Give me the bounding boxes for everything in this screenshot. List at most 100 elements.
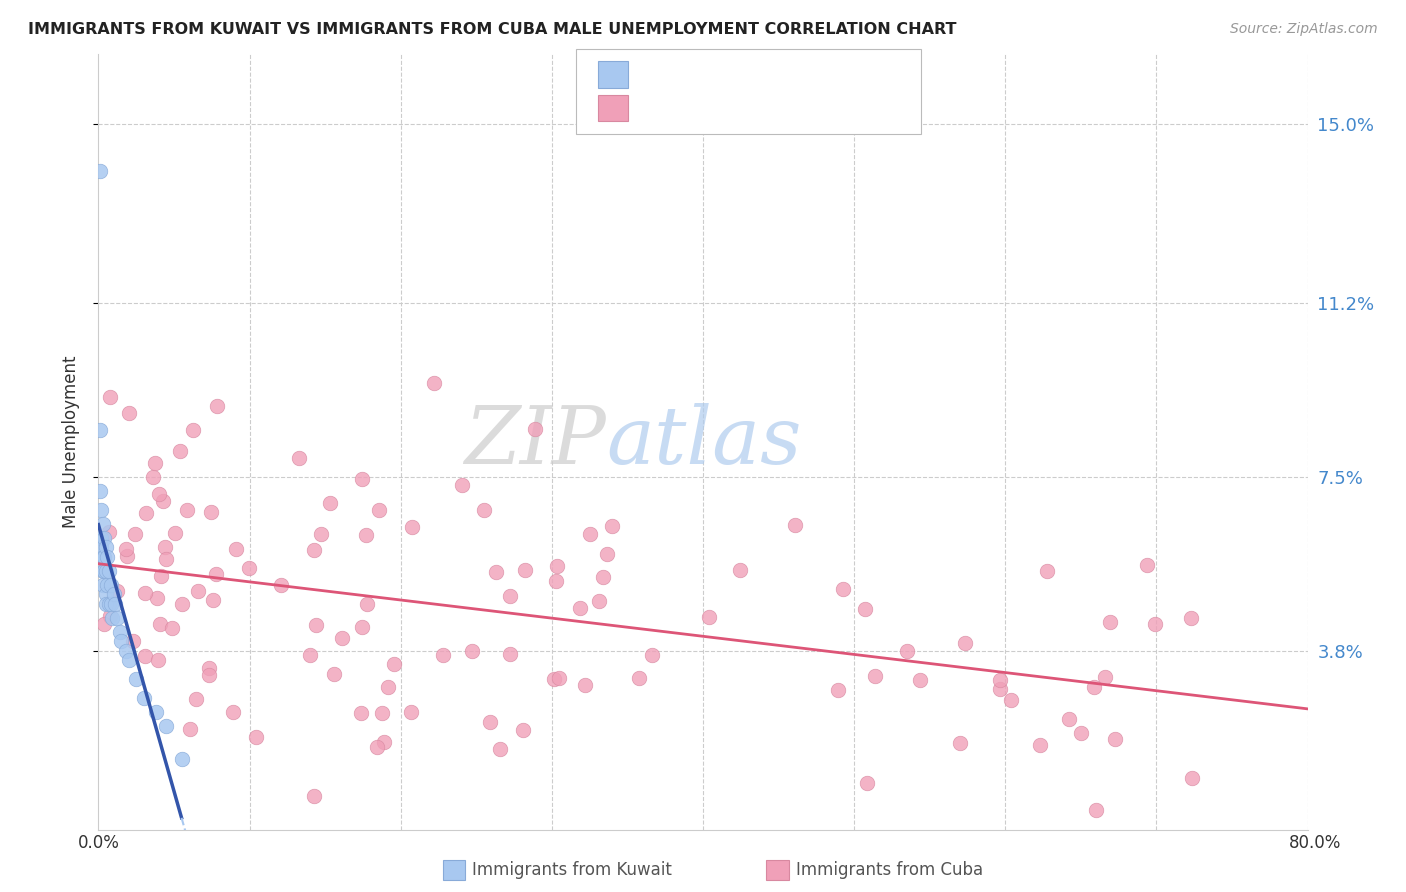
Point <box>373 735 395 749</box>
Point <box>163 526 186 541</box>
Point <box>94 587 117 601</box>
Point <box>135 506 157 520</box>
Point <box>205 399 228 413</box>
Point <box>134 648 156 663</box>
Point <box>512 723 534 737</box>
Text: Source: ZipAtlas.com: Source: ZipAtlas.com <box>1230 22 1378 37</box>
Point <box>143 456 166 470</box>
Point <box>105 584 128 599</box>
Point <box>202 593 225 607</box>
Point <box>600 518 623 533</box>
Point <box>118 653 141 667</box>
Point <box>98 597 121 611</box>
Point <box>145 591 167 605</box>
Point <box>865 669 887 683</box>
Point <box>988 681 1011 696</box>
Point <box>478 714 501 729</box>
Point <box>302 543 325 558</box>
Point <box>309 527 332 541</box>
Point <box>377 680 399 694</box>
Point <box>149 616 172 631</box>
Point <box>401 520 423 534</box>
Point <box>89 164 111 178</box>
Text: Immigrants from Cuba: Immigrants from Cuba <box>796 861 983 879</box>
Point <box>399 706 422 720</box>
Point <box>499 647 522 661</box>
Point <box>831 582 853 596</box>
Text: IMMIGRANTS FROM KUWAIT VS IMMIGRANTS FROM CUBA MALE UNEMPLOYMENT CORRELATION CHA: IMMIGRANTS FROM KUWAIT VS IMMIGRANTS FRO… <box>28 22 956 37</box>
Point <box>132 690 155 705</box>
Y-axis label: Male Unemployment: Male Unemployment <box>62 355 80 528</box>
Point <box>100 597 122 611</box>
Point <box>100 390 122 404</box>
Point <box>472 503 495 517</box>
Point <box>89 423 111 437</box>
Text: R = -0.401: R = -0.401 <box>640 99 734 117</box>
Point <box>288 450 311 465</box>
Point <box>91 516 114 531</box>
Point <box>149 568 172 582</box>
Point <box>366 739 388 754</box>
Point <box>179 722 201 736</box>
Point <box>197 660 219 674</box>
Point <box>125 672 148 686</box>
Point <box>245 730 267 744</box>
Point <box>105 611 128 625</box>
Point <box>170 597 193 611</box>
Point <box>697 609 720 624</box>
Point <box>170 752 193 766</box>
Point <box>96 549 118 564</box>
Point <box>100 578 122 592</box>
Point <box>152 493 174 508</box>
Point <box>134 586 156 600</box>
Point <box>1181 771 1204 785</box>
Point <box>319 496 342 510</box>
Point <box>225 541 247 556</box>
Point <box>323 667 346 681</box>
Point <box>155 719 177 733</box>
Point <box>543 673 565 687</box>
Point <box>90 502 112 516</box>
Point <box>596 547 619 561</box>
Point <box>1180 611 1202 625</box>
Point <box>187 584 209 599</box>
Point <box>568 601 591 615</box>
Point <box>98 609 121 624</box>
Point <box>856 776 879 790</box>
Text: N = 119: N = 119 <box>787 99 859 117</box>
Point <box>93 616 115 631</box>
Point <box>1070 726 1092 740</box>
Point <box>94 541 117 555</box>
Point <box>330 632 353 646</box>
Point <box>489 741 512 756</box>
Point <box>1136 558 1159 573</box>
Point <box>148 487 170 501</box>
Point <box>114 542 136 557</box>
Point <box>186 691 208 706</box>
Point <box>183 423 205 437</box>
Point <box>96 578 118 592</box>
Point <box>641 648 664 662</box>
Point <box>89 483 111 498</box>
Point <box>146 652 169 666</box>
Point <box>91 578 114 592</box>
Point <box>499 589 522 603</box>
Point <box>988 673 1011 687</box>
Point <box>578 527 600 541</box>
Point <box>155 552 177 566</box>
Point <box>354 527 377 541</box>
Point <box>98 524 121 539</box>
Point <box>588 594 610 608</box>
Point <box>108 625 131 640</box>
Point <box>1085 803 1108 817</box>
Point <box>110 634 132 648</box>
Point <box>238 561 260 575</box>
Point <box>896 644 918 658</box>
Point <box>853 602 876 616</box>
Point <box>422 376 444 390</box>
Point <box>827 683 849 698</box>
Point <box>371 706 394 720</box>
Point <box>728 563 751 577</box>
Point <box>162 621 184 635</box>
Point <box>94 564 117 578</box>
